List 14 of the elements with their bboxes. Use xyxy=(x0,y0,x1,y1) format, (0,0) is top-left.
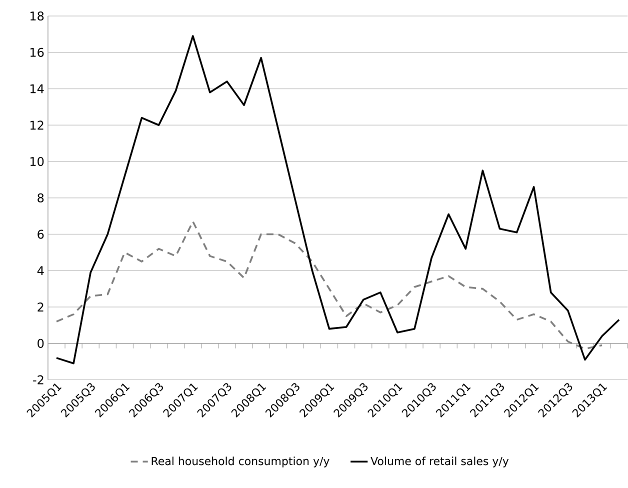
y-tick-label: 10 xyxy=(30,157,44,166)
y-tick-label: 14 xyxy=(30,84,44,94)
y-tick-label: 6 xyxy=(38,230,44,239)
y-tick-label: 0 xyxy=(38,339,44,348)
y-tick-label: 2 xyxy=(38,302,44,312)
y-tick-label: 16 xyxy=(30,48,44,58)
y-tick-label: 8 xyxy=(38,193,44,203)
y-tick-label: 18 xyxy=(30,12,44,21)
line-series xyxy=(56,35,620,364)
legend-label: Volume of retail sales y/y xyxy=(370,456,509,468)
y-tick-label: -2 xyxy=(33,375,44,384)
y-tick-label: 4 xyxy=(37,266,44,276)
y-tick-label: 12 xyxy=(30,120,44,130)
legend-label: Real household consumption y/y xyxy=(152,456,330,468)
